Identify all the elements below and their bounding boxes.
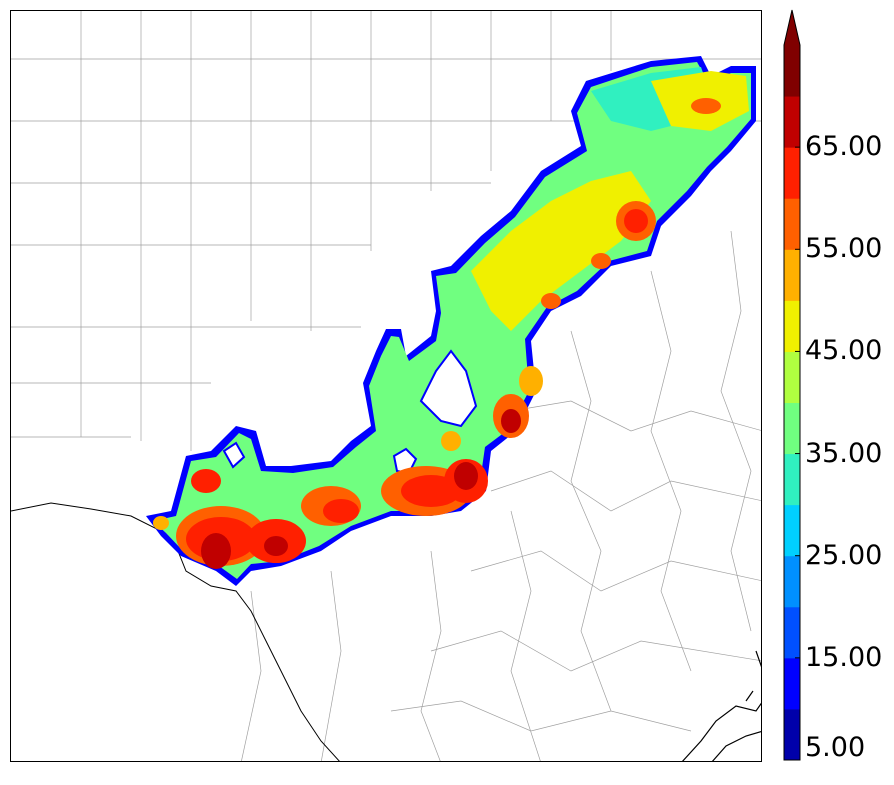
state-border xyxy=(11,502,340,761)
colorbar-segment xyxy=(784,606,800,659)
map-panel xyxy=(10,10,762,762)
colorbar-tick-label: 5.00 xyxy=(805,732,866,763)
colorbar-segment xyxy=(784,45,800,97)
colorbar-segment xyxy=(784,249,800,301)
colorbar-extend-arrow xyxy=(784,10,800,45)
colorbar-tick-label: 55.00 xyxy=(805,233,883,265)
map-canvas xyxy=(11,11,761,761)
colorbar-tick-label: 25.00 xyxy=(805,539,883,571)
colorbar-segment xyxy=(784,300,800,352)
colorbar-tick-label: 65.00 xyxy=(805,131,883,163)
coastline xyxy=(682,650,761,761)
colorbar-tick-label: 45.00 xyxy=(805,335,883,367)
lake-hole-3 xyxy=(222,441,246,469)
rain-area-yellow xyxy=(471,171,651,331)
colorbar-tick-label: 35.00 xyxy=(805,437,883,469)
colorbar-segment xyxy=(784,453,800,506)
colorbar-segment xyxy=(784,402,800,455)
colorbar xyxy=(783,9,801,761)
colorbar-tick-label: 15.00 xyxy=(805,641,883,673)
lake-hole-1 xyxy=(419,349,478,428)
precipitation-field xyxy=(146,56,756,586)
colorbar-segment xyxy=(784,198,800,250)
colorbar-segment xyxy=(784,96,800,148)
colorbar-segment xyxy=(784,147,800,199)
lake-hole-2 xyxy=(392,447,418,475)
county-boundaries xyxy=(11,11,761,761)
colorbar-segment xyxy=(784,351,800,403)
heavy-rain-cells xyxy=(153,98,721,569)
colorbar-segment xyxy=(784,504,800,557)
colorbar-segment xyxy=(784,708,800,761)
colorbar-segment xyxy=(784,555,800,608)
colorbar-segment xyxy=(784,657,800,710)
